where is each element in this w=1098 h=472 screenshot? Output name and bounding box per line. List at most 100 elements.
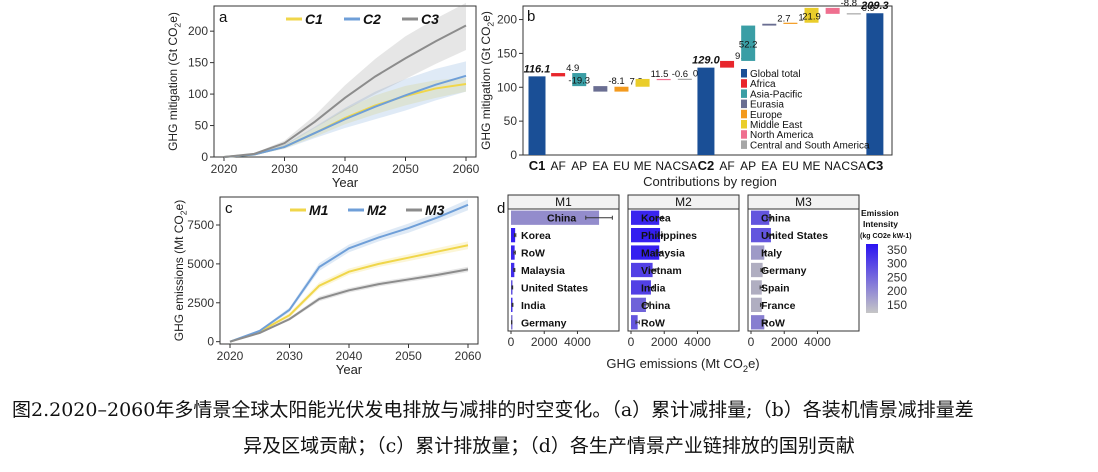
y-tick-label: 200	[188, 24, 208, 38]
country-label: Italy	[761, 248, 782, 260]
panel-c: 0 2500 5000 7500 2020 2030 2040 2050 2060 Year GHG…	[172, 196, 482, 377]
bar-value-label: 52.2	[739, 39, 758, 50]
facet-title: M3	[795, 195, 812, 209]
emission-bar	[511, 210, 600, 225]
bar-value-label: -8.8	[841, 0, 857, 9]
x-tick-label: 2050	[395, 349, 422, 363]
legend-swatch	[741, 69, 747, 78]
x-tick-label: 2020	[211, 162, 238, 176]
x-tick-label: C2	[698, 158, 715, 173]
figure-caption: 图2.2020–2060年多情景全球太阳能光伏发电排放与减排的时空变化。（a）累…	[0, 392, 1098, 470]
colorbar-tick-label: 300	[887, 257, 907, 271]
emission-bar	[631, 227, 661, 243]
x-tick-label: EU	[782, 159, 799, 173]
emission-bar	[751, 262, 763, 278]
confidence-band-m2	[230, 199, 468, 342]
emission-bar	[631, 297, 646, 313]
legend-label: Global total	[750, 69, 801, 80]
y-tick-label: 50	[504, 114, 518, 128]
legend-label: Europe	[750, 110, 783, 121]
caption-line-1: 图2.2020–2060年多情景全球太阳能光伏发电排放与减排的时空变化。（a）累…	[12, 399, 974, 421]
x-tick-label: 2030	[271, 162, 298, 176]
waterfall-bar-c1	[528, 76, 546, 155]
emission-bar	[631, 245, 660, 260]
x-tick-label: 2000	[531, 335, 558, 349]
series-line-m2	[229, 203, 469, 343]
waterfall-bar-csa	[677, 78, 692, 80]
country-label: Malaysia	[521, 265, 565, 277]
emission-bar	[511, 262, 515, 278]
emission-bar	[751, 245, 765, 260]
country-label: United States	[761, 230, 828, 242]
x-tick-label: 0	[748, 335, 755, 349]
country-label: Germany	[521, 317, 567, 329]
waterfall-bar-af	[551, 73, 566, 77]
x-tick-label: 2040	[336, 349, 363, 363]
emission-bar	[631, 262, 653, 278]
emission-bar	[631, 210, 660, 225]
bar-value-label: -8.1	[608, 76, 624, 87]
colorbar	[866, 244, 878, 313]
y-tick-label: 200	[497, 13, 517, 27]
colorbar-tick-label: 250	[887, 270, 907, 284]
x-tick-label: 2000	[651, 335, 678, 349]
legend-swatch	[741, 109, 747, 119]
x-tick-label: AP	[571, 159, 587, 173]
x-tick-label: AF	[719, 159, 734, 173]
country-label: Germany	[761, 265, 807, 277]
x-axis-label: GHG emissions (Mt CO2e)	[606, 356, 759, 374]
y-tick-label: 5000	[187, 257, 214, 271]
x-tick-label: CSA	[841, 159, 866, 173]
x-tick-label: EA	[761, 159, 777, 173]
emission-bar	[751, 280, 762, 295]
bar-value-label: 0.9	[862, 3, 875, 14]
plot-frame	[747, 208, 860, 332]
legend-label-m2: M2	[367, 202, 387, 218]
x-tick-label: 2020	[217, 349, 244, 363]
waterfall-bar-af	[720, 60, 735, 68]
facet-title: M1	[555, 195, 572, 209]
x-tick-label: NA	[655, 159, 672, 173]
bar-value-label: 4.9	[566, 63, 579, 74]
panel-letter: a	[219, 9, 228, 26]
x-tick-label: ME	[803, 159, 821, 173]
panel-d: d M1 China Korea RoW Malaysia United States Ind…	[497, 194, 912, 374]
panel-b: 050100150200116.1C14.9AF-19.3AP-8.1EA7.2…	[479, 0, 893, 189]
emission-bar	[511, 227, 516, 243]
legend-label-c3: C3	[421, 11, 439, 27]
panel-letter: c	[225, 200, 233, 217]
waterfall-bar-c2	[697, 67, 715, 155]
waterfall-bar-c3	[866, 13, 884, 155]
legend-swatch	[741, 89, 747, 98]
legend-label: Middle East	[750, 120, 802, 131]
x-tick-label: 4000	[684, 335, 711, 349]
colorbar-tick-label: 200	[887, 284, 907, 298]
y-axis-label: GHG emissions (Mt CO2e)	[172, 200, 189, 341]
legend-swatch	[741, 120, 747, 129]
x-tick-label: 2060	[455, 349, 482, 363]
x-tick-label: 4000	[804, 335, 831, 349]
emission-bar	[751, 315, 765, 330]
x-tick-label: ME	[634, 159, 652, 173]
y-axis-label: GHG mitigation (Gt CO2e)	[166, 12, 183, 151]
bar-value-label: -0.6	[672, 69, 688, 80]
waterfall-bar-ap	[741, 25, 756, 61]
y-tick-label: 2500	[187, 296, 214, 310]
y-tick-label: 100	[497, 80, 517, 94]
country-label: Korea	[641, 213, 671, 225]
x-tick-label: EU	[613, 159, 630, 173]
bar-value-label: 209.3	[860, 0, 889, 12]
legend-label: Asia-Pacific	[750, 89, 802, 100]
waterfall-bar-ap	[572, 73, 587, 87]
bar-value-label: 129.0	[692, 55, 720, 67]
series-line-c3	[223, 24, 467, 158]
y-tick-label: 0	[510, 148, 517, 162]
legend-swatch	[741, 140, 747, 149]
plot-frame	[627, 208, 740, 332]
y-tick-label: 7500	[187, 218, 214, 232]
series-line-c2	[223, 74, 467, 158]
country-label: China	[547, 213, 576, 225]
series-line-m3	[229, 268, 469, 343]
x-axis-label: Contributions by region	[643, 174, 777, 189]
x-tick-label: 0	[508, 335, 515, 349]
